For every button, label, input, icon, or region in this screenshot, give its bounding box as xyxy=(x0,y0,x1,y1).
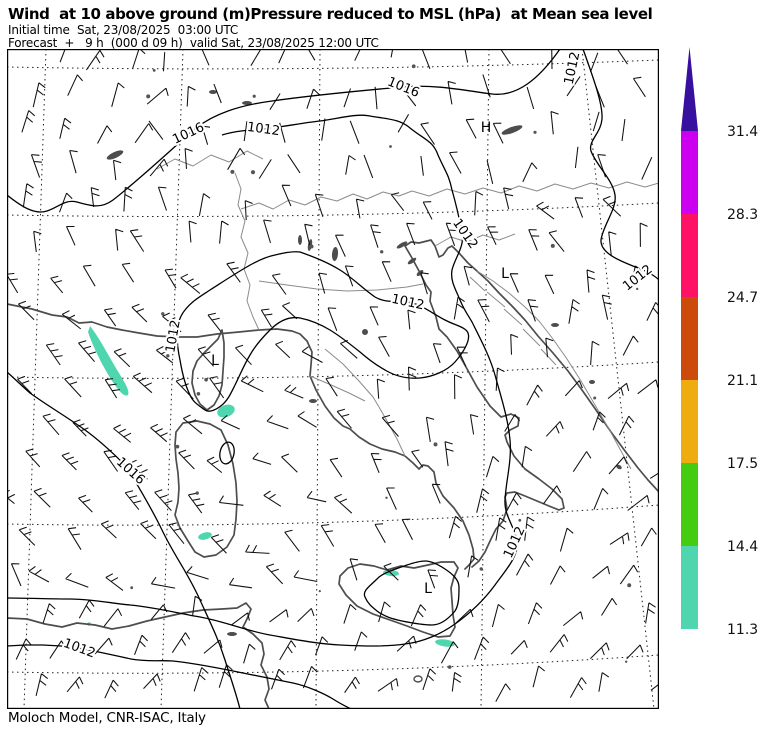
contour-label: 1016 xyxy=(385,75,421,101)
contour-label: 1012 xyxy=(562,51,584,86)
map-dot xyxy=(385,496,388,499)
map-dot xyxy=(380,250,384,254)
map-dot xyxy=(152,69,156,72)
pressure-center-h: H xyxy=(481,120,492,136)
country-borders xyxy=(156,150,659,470)
page-title: Wind at 10 above ground (m)Pressure redu… xyxy=(8,5,653,23)
contour-label: 1016 xyxy=(170,120,206,148)
map-dot xyxy=(518,518,522,522)
map-dot xyxy=(175,444,180,449)
colorbar-value: 17.5 xyxy=(727,456,758,472)
map-dot xyxy=(230,169,235,174)
map-dot xyxy=(447,665,452,669)
contour-label: 1012 xyxy=(61,636,97,661)
pressure-center-l: L xyxy=(424,581,432,597)
pressure-contours xyxy=(7,49,659,709)
map-dot xyxy=(309,244,314,249)
colorbar-value: 14.4 xyxy=(727,539,758,555)
colorbar-value: 24.7 xyxy=(727,290,758,306)
contour-label: 1012 xyxy=(390,292,425,314)
map-dot xyxy=(550,243,555,248)
wind-barbs xyxy=(7,49,659,702)
map-dot xyxy=(479,567,483,571)
colorbar-arrow xyxy=(681,47,698,131)
map-dot xyxy=(389,145,392,148)
graticule xyxy=(7,49,659,709)
contour-label: 1012 xyxy=(449,216,480,252)
colorbar-segment xyxy=(681,463,698,546)
map-dot xyxy=(195,491,199,495)
pressure-center-labels: H L L L xyxy=(211,120,509,597)
map-dot xyxy=(627,583,632,588)
map-dot xyxy=(166,354,170,358)
colorbar-value: 21.1 xyxy=(727,373,758,389)
map-dot xyxy=(433,442,438,447)
map-dot xyxy=(318,590,321,593)
map-dot xyxy=(625,660,628,663)
contour-label: 1012 xyxy=(163,319,184,354)
map-dot xyxy=(593,396,597,400)
colorbar-segment xyxy=(681,131,698,214)
wind-speed-colorbar: 31.4 28.3 24.7 21.1 17.5 14.4 11.3 xyxy=(681,47,758,638)
map-dot xyxy=(533,130,537,134)
model-credit: Moloch Model, CNR-ISAC, Italy xyxy=(8,710,206,726)
map-dot xyxy=(636,287,639,291)
map-dot xyxy=(130,586,134,590)
colorbar-segment xyxy=(681,214,698,297)
map-dot xyxy=(196,392,201,396)
initial-time-line: Initial time Sat, 23/08/2025 03:00 UTC xyxy=(8,23,239,37)
map-dot xyxy=(161,312,165,316)
map-frame xyxy=(7,49,659,709)
weather-map: 1016 1012 1016 1012 1012 1012 1012 1012 1016 1012… xyxy=(7,49,659,709)
colorbar-value: 31.4 xyxy=(727,124,758,140)
lakes xyxy=(106,90,622,636)
colorbar-value: 11.3 xyxy=(727,622,758,638)
wind-speed-shading xyxy=(87,326,455,647)
contour-label: 1012 xyxy=(501,524,529,560)
contour-label: 1016 xyxy=(113,455,148,488)
pressure-center-l: L xyxy=(211,353,219,369)
coastlines xyxy=(7,239,659,709)
colorbar-segment xyxy=(681,297,698,380)
colorbar-segment xyxy=(681,380,698,463)
contour-label: 1012 xyxy=(246,120,281,139)
map-dot xyxy=(252,94,256,98)
wind-barb-field xyxy=(7,49,659,702)
pressure-center-l: L xyxy=(501,266,509,282)
forecast-valid-line: Forecast + 9 h (000 d 09 h) valid Sat, 2… xyxy=(8,36,379,50)
colorbar-segment xyxy=(681,546,698,629)
map-dot xyxy=(250,170,256,175)
map-dot xyxy=(411,64,416,69)
colorbar-value: 28.3 xyxy=(727,207,758,223)
map-dot xyxy=(204,377,208,382)
map-dot xyxy=(146,94,151,99)
